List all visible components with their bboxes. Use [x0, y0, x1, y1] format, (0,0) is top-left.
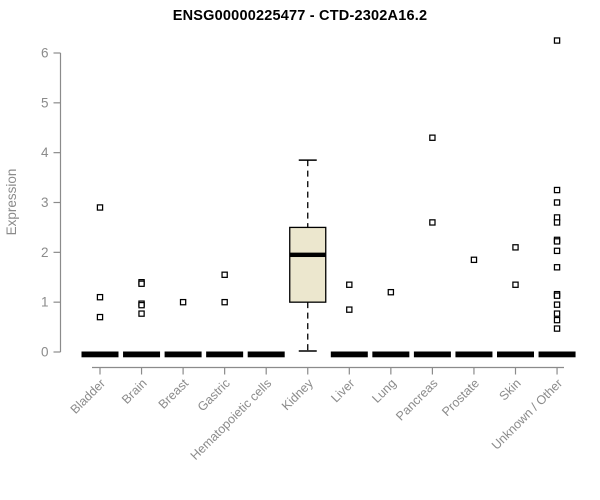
- y-tick-label: 3: [41, 195, 49, 210]
- outlier-point-unknown-other: [553, 247, 561, 255]
- x-tick-label-hematopoietic-cells: Hematopoietic cells: [188, 376, 275, 463]
- x-tick-label-skin: Skin: [497, 376, 524, 403]
- y-tick-label: 6: [41, 46, 49, 61]
- x-tick-label-prostate: Prostate: [439, 376, 482, 419]
- zero-box-bladder: [81, 351, 119, 358]
- outlier-point-skin: [512, 281, 519, 288]
- outlier-point-pancreas: [429, 134, 436, 141]
- y-tick-label: 1: [41, 295, 49, 310]
- x-tick-label-kidney: Kidney: [279, 376, 316, 413]
- outlier-point-unknown-other: [553, 238, 561, 245]
- x-tick-label-unknown-other: Unknown / Other: [489, 376, 565, 452]
- zero-box-gastric: [206, 351, 244, 358]
- outlier-point-gastric: [221, 271, 228, 278]
- outlier-point-unknown-other: [553, 186, 561, 194]
- median-line-kidney: [289, 252, 326, 258]
- outlier-point-skin: [512, 244, 519, 251]
- outlier-point-unknown-other: [553, 37, 561, 44]
- zero-box-skin: [497, 351, 534, 358]
- outlier-point-pancreas: [429, 219, 436, 226]
- outlier-point-bladder: [96, 204, 104, 211]
- x-tick-label-bladder: Bladder: [68, 376, 108, 416]
- outlier-point-unknown-other: [553, 292, 561, 299]
- zero-box-liver: [330, 351, 368, 358]
- y-axis-title: Expression: [4, 168, 19, 236]
- zero-box-prostate: [455, 351, 493, 358]
- x-tick-label-gastric: Gastric: [195, 376, 233, 414]
- x-tick-label-breast: Breast: [156, 376, 192, 412]
- chart-title: ENSG00000225477 - CTD-2302A16.2: [172, 8, 428, 24]
- y-tick-label: 0: [41, 345, 49, 360]
- outlier-point-liver: [346, 281, 353, 288]
- zero-box-lung: [372, 351, 410, 358]
- outlier-point-unknown-other: [553, 301, 561, 308]
- outlier-point-brain: [138, 301, 145, 309]
- y-tick-label: 2: [41, 245, 49, 260]
- outlier-point-brain: [138, 310, 145, 317]
- outlier-point-bladder: [96, 293, 104, 301]
- zero-box-breast: [164, 351, 202, 358]
- outlier-point-unknown-other: [553, 310, 561, 317]
- box-kidney: [289, 226, 327, 303]
- outlier-point-prostate: [470, 256, 478, 264]
- x-tick-label-liver: Liver: [328, 376, 357, 405]
- outlier-point-unknown-other: [553, 316, 561, 324]
- outlier-point-bladder: [96, 313, 104, 321]
- x-tick-label-lung: Lung: [369, 376, 399, 406]
- x-tick-label-pancreas: Pancreas: [393, 376, 440, 423]
- zero-box-hematopoietic-cells: [247, 351, 285, 358]
- outlier-point-unknown-other: [553, 325, 561, 332]
- y-tick-label: 5: [41, 95, 49, 110]
- outlier-point-unknown-other: [553, 219, 561, 226]
- zero-box-unknown-other: [538, 351, 576, 358]
- y-tick-label: 4: [41, 145, 49, 160]
- outlier-point-breast: [179, 298, 187, 306]
- outlier-point-unknown-other: [553, 199, 561, 206]
- outlier-point-liver: [346, 306, 353, 313]
- outlier-point-unknown-other: [553, 264, 561, 271]
- outlier-point-brain: [138, 280, 145, 287]
- zero-box-brain: [123, 351, 161, 358]
- zero-box-pancreas: [413, 351, 451, 358]
- outlier-point-gastric: [221, 298, 228, 306]
- x-tick-label-brain: Brain: [119, 376, 150, 407]
- outlier-point-lung: [387, 288, 395, 296]
